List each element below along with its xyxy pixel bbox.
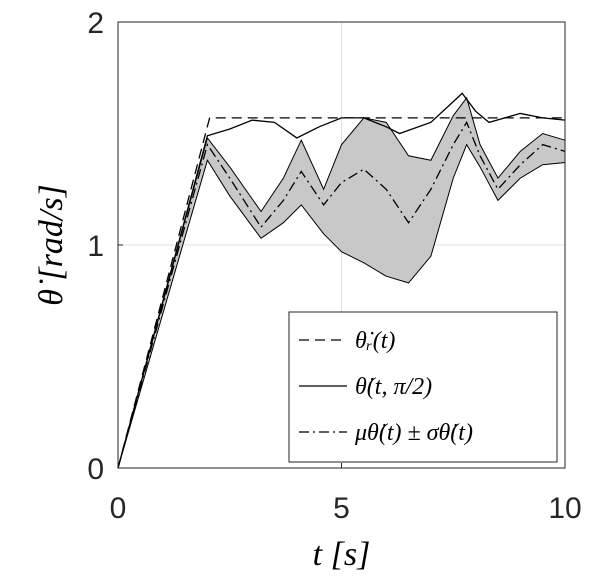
legend-label: θ̇ᵣ(t) xyxy=(355,328,395,354)
legend-box xyxy=(288,311,558,463)
y-tick-label: 2 xyxy=(87,7,104,40)
y-axis-label: θ̇ [rad/s] xyxy=(33,184,70,306)
plot-frame xyxy=(117,21,566,469)
x-tick-label: 5 xyxy=(333,492,350,525)
y-tick-label: 1 xyxy=(87,230,104,263)
series-line xyxy=(117,117,565,469)
x-axis-label: t [s] xyxy=(313,536,371,573)
legend-label: θ̇(t, π/2) xyxy=(355,374,432,400)
legend-label: μθ̇(t) ± σθ̇(t) xyxy=(354,420,473,446)
series-line xyxy=(117,120,566,469)
x-tick-label: 10 xyxy=(548,492,581,525)
series-line xyxy=(117,92,566,469)
y-tick-label: 0 xyxy=(87,453,104,486)
x-tick-label: 0 xyxy=(110,492,127,525)
